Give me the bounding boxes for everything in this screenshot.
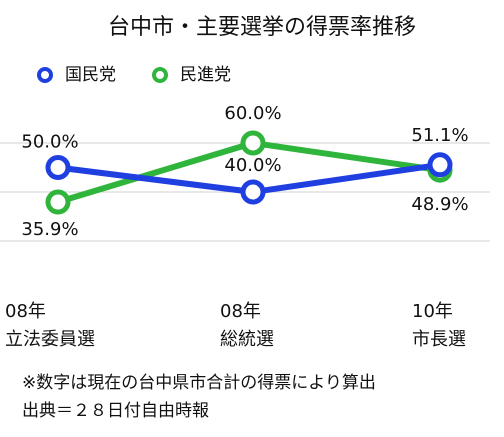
data-label: 48.9% [411,194,468,215]
data-label: 60.0% [224,103,281,124]
legend-label: 国民党 [65,65,116,85]
legend-marker [37,67,53,83]
point-marker [45,189,71,215]
point-marker [427,152,453,178]
legend-label: 民進党 [180,65,231,85]
x-tick-label: 総統選 [220,329,274,350]
x-tick-label: 市長選 [412,329,466,350]
point-marker [240,179,266,205]
legend-marker [152,67,168,83]
point-marker [240,130,266,156]
x-tick-label: 10年 [412,301,453,322]
chart-title: 台中市・主要選挙の得票率推移 [108,15,416,40]
data-label: 40.0% [224,155,281,176]
point-marker [45,155,71,180]
x-tick-label: 08年 [220,301,261,322]
data-label: 35.9% [21,219,78,240]
data-label: 51.1% [411,125,468,146]
source-note: 出典＝２８日付自由時報 [22,401,209,421]
x-tick-label: 08年 [5,301,46,322]
note: ※数字は現在の台中県市合計の得票により算出 [22,373,376,393]
x-tick-label: 立法委員選 [5,329,95,350]
data-label: 50.0% [21,132,78,153]
